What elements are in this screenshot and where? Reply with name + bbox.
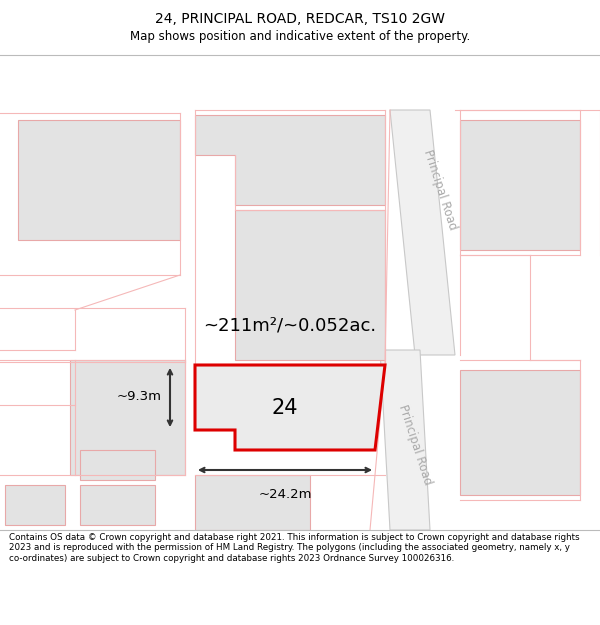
Polygon shape <box>195 365 385 450</box>
Polygon shape <box>380 350 430 530</box>
Polygon shape <box>5 485 65 525</box>
Polygon shape <box>235 210 385 360</box>
Text: Map shows position and indicative extent of the property.: Map shows position and indicative extent… <box>130 30 470 43</box>
Polygon shape <box>195 115 385 205</box>
Text: 24: 24 <box>272 398 298 418</box>
Polygon shape <box>70 360 185 475</box>
Text: 24, PRINCIPAL ROAD, REDCAR, TS10 2GW: 24, PRINCIPAL ROAD, REDCAR, TS10 2GW <box>155 12 445 26</box>
Text: Contains OS data © Crown copyright and database right 2021. This information is : Contains OS data © Crown copyright and d… <box>9 533 580 562</box>
Polygon shape <box>80 485 155 525</box>
Polygon shape <box>80 450 155 480</box>
Polygon shape <box>195 475 310 530</box>
Text: Principal Road: Principal Road <box>421 148 459 232</box>
Text: ~9.3m: ~9.3m <box>117 391 162 404</box>
Polygon shape <box>460 120 580 250</box>
Text: Principal Road: Principal Road <box>396 403 434 487</box>
Polygon shape <box>390 110 455 355</box>
Text: ~211m²/~0.052ac.: ~211m²/~0.052ac. <box>203 316 377 334</box>
Polygon shape <box>18 120 180 240</box>
Polygon shape <box>460 370 580 495</box>
Text: ~24.2m: ~24.2m <box>258 488 312 501</box>
